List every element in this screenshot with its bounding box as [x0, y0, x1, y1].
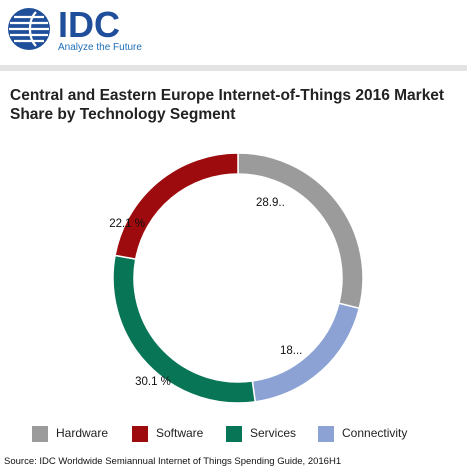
- header: IDC Analyze the Future: [0, 0, 467, 62]
- legend-swatch-services: [226, 426, 242, 442]
- slice-connectivity: [251, 302, 361, 403]
- chart-title: Central and Eastern Europe Internet-of-T…: [10, 87, 445, 123]
- legend-label-services: Services: [250, 426, 297, 440]
- globe-icon: [8, 8, 50, 50]
- source-note: Source: IDC Worldwide Semiannual Interne…: [4, 456, 342, 467]
- data-label-hardware: 28.9..: [256, 197, 285, 209]
- logo-text: IDC: [58, 4, 120, 45]
- data-label-services: 30.1 %: [135, 376, 171, 388]
- header-divider: [0, 65, 467, 71]
- data-label-software: 22.1 %: [109, 218, 145, 230]
- slice-software: [114, 152, 239, 261]
- donut-chart: 28.9.. 18... 30.1 % 22.1 %: [109, 152, 364, 404]
- legend-label-connectivity: Connectivity: [342, 426, 408, 440]
- slice-hardware: [237, 152, 364, 310]
- legend-label-software: Software: [156, 426, 204, 440]
- legend-swatch-software: [132, 426, 148, 442]
- idc-logo: IDC Analyze the Future: [6, 4, 146, 56]
- chart-legend: Hardware Software Services Connectivity: [32, 425, 452, 443]
- data-label-connectivity: 18...: [280, 345, 302, 357]
- legend-swatch-hardware: [32, 426, 48, 442]
- logo-tagline: Analyze the Future: [58, 42, 142, 53]
- legend-label-hardware: Hardware: [56, 426, 109, 440]
- legend-swatch-connectivity: [318, 426, 334, 442]
